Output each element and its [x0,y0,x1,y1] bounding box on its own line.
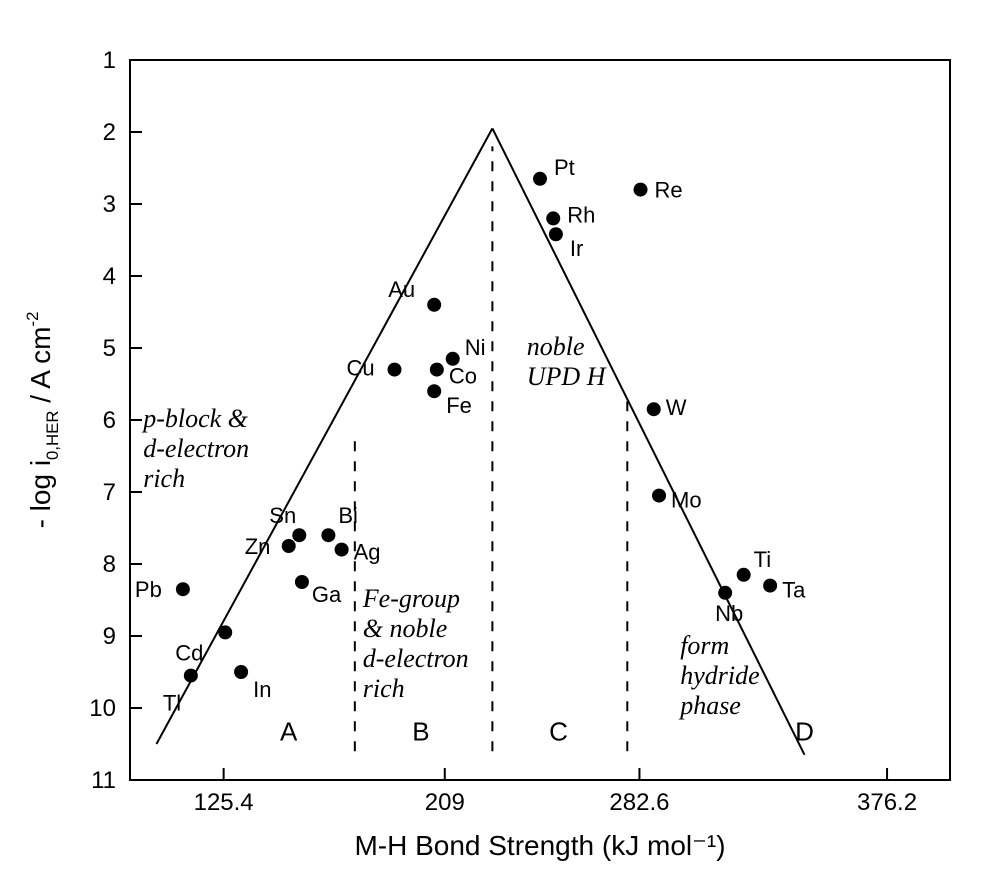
y-tick-label: 2 [103,119,116,146]
data-point-ir [549,227,563,241]
data-point-co [430,363,444,377]
point-label-ti: Ti [754,547,772,572]
point-label-fe: Fe [446,393,472,418]
data-point-ag [335,543,349,557]
data-point-re [634,183,648,197]
y-tick-label: 10 [89,695,116,722]
y-axis-title: - log i0,HER / A cm-2 [23,312,62,529]
point-label-cd: Cd [175,640,203,665]
point-label-mo: Mo [671,488,702,513]
point-label-ni: Ni [465,335,486,360]
point-label-pt: Pt [554,155,575,180]
chart-svg: 1 2 3 4 5 6 7 8 9 10 11 125.4 209 282.6 376.2 M-H Bond … [0,0,1000,875]
point-label-zn: Zn [245,534,271,559]
data-point-sn [292,528,306,542]
y-tick-label: 5 [103,335,116,362]
point-label-ga: Ga [312,582,342,607]
data-point-w [647,402,661,416]
point-label-ir: Ir [570,236,583,261]
svg-text:- log i0,HER / A cm-2: - log i0,HER / A cm-2 [23,312,62,529]
section-label-b: B [412,716,429,746]
data-point-cu [388,363,402,377]
x-tick-label: 125.4 [194,789,254,816]
point-label-pb: Pb [135,577,162,602]
point-label-ta: Ta [782,578,806,603]
data-point-ti [737,568,751,582]
section-label-c: C [549,716,568,746]
y-tick-label: 11 [91,767,116,794]
y-tick-label: 3 [103,191,116,218]
data-point-rh [546,211,560,225]
y-tick-label: 7 [103,479,116,506]
data-point-fe [427,384,441,398]
data-point-pb [176,582,190,596]
data-point-ni [446,352,460,366]
data-point-mo [652,489,666,503]
point-label-w: W [666,395,687,420]
x-tick-label: 209 [425,789,465,816]
data-point-ga [295,575,309,589]
data-point-au [427,298,441,312]
data-point-pt [533,172,547,186]
y-tick-label: 4 [103,263,116,290]
point-label-rh: Rh [567,202,595,227]
point-label-tl: Tl [163,691,181,716]
data-point-ta [763,579,777,593]
data-point-tl [184,669,198,683]
x-tick-label: 282.6 [609,789,669,816]
y-tick-label: 8 [103,551,116,578]
region-label: p-block &d-electronrich [141,404,249,493]
x-tick-label: 376.2 [857,789,917,816]
data-point-bi [321,528,335,542]
point-label-au: Au [388,277,415,302]
x-axis-title: M-H Bond Strength (kJ mol⁻¹) [354,830,725,861]
data-point-zn [282,539,296,553]
plot-frame [130,60,950,780]
y-tick-label: 1 [103,47,116,74]
section-label-d: D [795,716,814,746]
data-point-nb [718,586,732,600]
data-point-in [234,665,248,679]
section-label-a: A [280,716,298,746]
point-label-ag: Ag [354,540,381,565]
y-tick-label: 9 [103,623,116,650]
region-label: Fe-group& nobled-electronrich [362,584,469,703]
point-label-in: In [253,677,271,702]
region-label: nobleUPD H [527,332,607,391]
point-label-co: Co [449,364,477,389]
point-label-sn: Sn [269,503,296,528]
region-label: formhydridephase [678,631,759,720]
volcano-plot: 1 2 3 4 5 6 7 8 9 10 11 125.4 209 282.6 376.2 M-H Bond … [0,0,1000,875]
point-label-cu: Cu [347,356,375,381]
y-tick-label: 6 [103,407,116,434]
data-point-cd [218,625,232,639]
point-label-nb: Nb [715,601,743,626]
point-label-bi: Bi [338,503,358,528]
point-label-re: Re [655,178,683,203]
